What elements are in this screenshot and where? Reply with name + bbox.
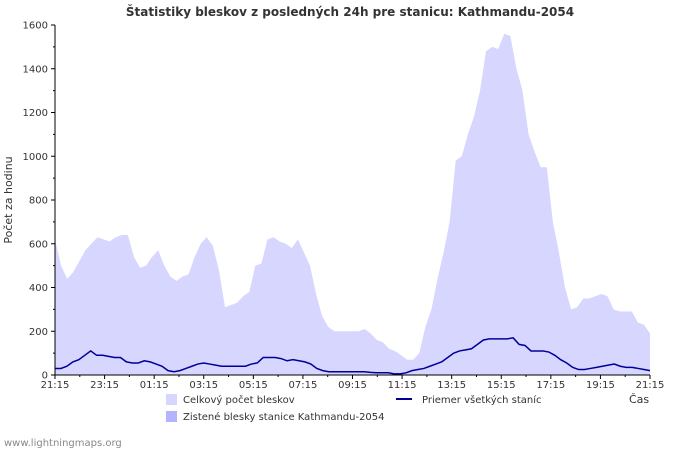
y-tick-label: 1000	[23, 152, 48, 163]
x-tick-label: 15:15	[487, 380, 516, 391]
y-tick-label: 800	[29, 196, 48, 207]
series-area-0	[55, 33, 650, 375]
y-tick-label: 400	[29, 283, 48, 294]
y-tick-label: 200	[29, 327, 48, 338]
x-tick-label: 11:15	[388, 380, 417, 391]
y-tick-label: 0	[42, 371, 48, 382]
x-tick-label: 09:15	[338, 380, 367, 391]
x-tick-label: 01:15	[140, 380, 169, 391]
x-tick-label: 21:15	[41, 380, 70, 391]
plot-area: 0 200 400 600 800 1000 1200 1400 1600 21:15 23:15 0…	[23, 21, 665, 392]
legend: Celkový počet bleskov Zistené blesky sta…	[166, 394, 542, 423]
x-tick-label: 05:15	[239, 380, 268, 391]
x-tick-label: 19:15	[586, 380, 615, 391]
x-axis-label: Čas	[629, 393, 649, 406]
legend-label-average: Priemer všetkých staníc	[422, 394, 542, 406]
x-tick-label: 07:15	[289, 380, 318, 391]
x-tick-label: 13:15	[437, 380, 466, 391]
y-tick-label: 1400	[23, 64, 48, 75]
y-axis-label: Počet za hodinu	[2, 156, 15, 243]
y-tick-label: 600	[29, 239, 48, 250]
x-tick-label: 17:15	[536, 380, 565, 391]
legend-label-total: Celkový počet bleskov	[183, 394, 295, 406]
y-tick-label: 1600	[23, 21, 48, 32]
chart-title: Štatistiky bleskov z posledných 24h pre …	[126, 4, 574, 19]
x-tick-label: 21:15	[636, 380, 665, 391]
y-tick-label: 1200	[23, 108, 48, 119]
x-tick-label: 23:15	[90, 380, 119, 391]
legend-swatch-total	[166, 394, 177, 405]
series-line-2	[55, 336, 651, 375]
legend-label-station: Zistené blesky stanice Kathmandu-2054	[183, 411, 385, 423]
legend-swatch-station	[166, 411, 177, 422]
footer-credit: www.lightningmaps.org	[4, 438, 122, 449]
x-tick-label: 03:15	[189, 380, 218, 391]
